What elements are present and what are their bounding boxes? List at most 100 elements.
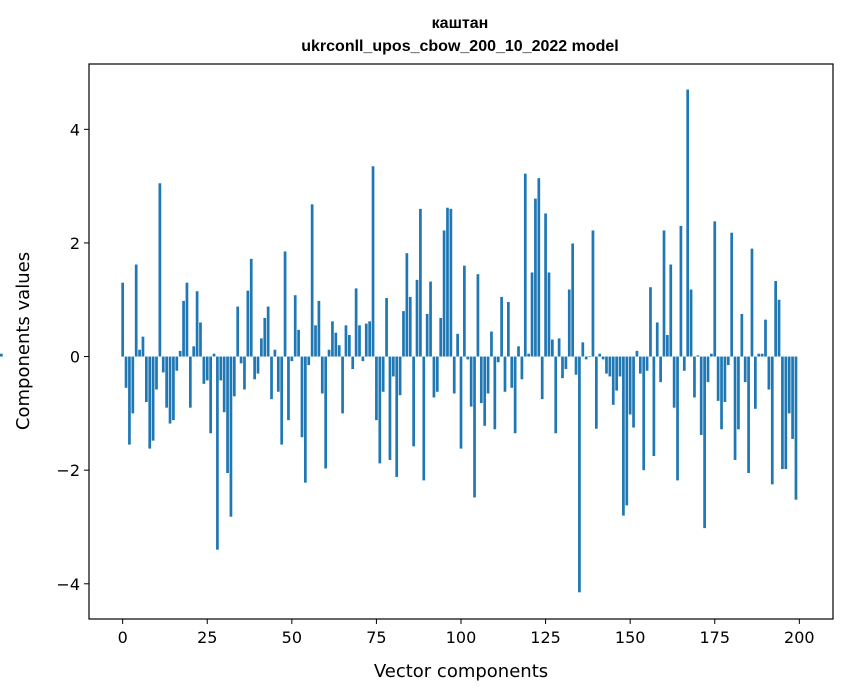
bar-169 bbox=[693, 356, 696, 398]
bar-182 bbox=[737, 356, 740, 430]
bar-21 bbox=[192, 346, 196, 357]
bar-12 bbox=[161, 356, 165, 373]
bar-155 bbox=[645, 356, 649, 371]
bar-15 bbox=[172, 356, 175, 421]
bar-79 bbox=[388, 356, 392, 460]
bar-9 bbox=[151, 356, 155, 441]
bar-65 bbox=[341, 356, 344, 414]
bar-160 bbox=[662, 230, 666, 357]
bar-168 bbox=[689, 289, 693, 357]
bar-101 bbox=[463, 265, 466, 357]
bar-33 bbox=[232, 356, 236, 397]
bar-85 bbox=[408, 296, 412, 357]
bar-96 bbox=[446, 207, 449, 357]
bar-71 bbox=[361, 356, 365, 362]
bar-113 bbox=[503, 356, 507, 392]
bar-148 bbox=[622, 356, 625, 516]
bar-122 bbox=[534, 198, 537, 357]
bar-187 bbox=[754, 356, 757, 409]
bar-135 bbox=[578, 356, 581, 593]
bar-145 bbox=[611, 356, 615, 405]
bar-142 bbox=[601, 356, 605, 360]
bar-116 bbox=[513, 356, 517, 434]
bar-57 bbox=[314, 325, 317, 357]
bar-32 bbox=[229, 356, 233, 517]
bar-46 bbox=[276, 356, 280, 392]
bar-30 bbox=[222, 356, 226, 413]
x-tick-label: 50 bbox=[282, 628, 302, 647]
y-tick-label: 4 bbox=[70, 120, 80, 139]
x-tick-label: 175 bbox=[699, 628, 730, 647]
bar-136 bbox=[581, 342, 585, 357]
bar-109 bbox=[490, 331, 493, 357]
bar-59 bbox=[320, 356, 324, 394]
bar-137 bbox=[584, 356, 588, 360]
bar-47 bbox=[280, 356, 284, 445]
bar-140 bbox=[594, 356, 598, 429]
bar-129 bbox=[557, 338, 561, 357]
bar-97 bbox=[449, 208, 453, 357]
bar-64 bbox=[337, 345, 341, 357]
bar-138 bbox=[588, 355, 591, 357]
chart-subtitle: ukrconll_upos_cbow_200_10_2022 model bbox=[301, 38, 618, 55]
bar-183 bbox=[740, 313, 744, 357]
bar-193 bbox=[774, 281, 778, 357]
bar-93 bbox=[435, 356, 439, 392]
bar-86 bbox=[412, 356, 415, 447]
bar-35 bbox=[239, 356, 243, 364]
bar-112 bbox=[500, 296, 503, 357]
bar-108 bbox=[486, 356, 490, 394]
bar-41 bbox=[260, 338, 263, 357]
x-tick-label: 150 bbox=[615, 628, 646, 647]
bar-194 bbox=[777, 299, 781, 357]
x-tick-label: 0 bbox=[118, 628, 128, 647]
bar-153 bbox=[638, 356, 642, 374]
bar-52 bbox=[297, 329, 300, 357]
bar-175 bbox=[713, 221, 717, 357]
bar-20 bbox=[188, 356, 192, 408]
bar-78 bbox=[385, 298, 388, 357]
x-tick-label: 25 bbox=[197, 628, 217, 647]
bar-133 bbox=[571, 243, 575, 357]
bar-146 bbox=[615, 356, 618, 391]
bar-6 bbox=[141, 336, 145, 357]
bar-89 bbox=[422, 356, 426, 481]
bar-58 bbox=[317, 300, 321, 357]
chart-title: каштан bbox=[432, 15, 489, 32]
x-tick-label: 100 bbox=[446, 628, 477, 647]
bar-76 bbox=[378, 356, 382, 464]
bar-161 bbox=[666, 334, 669, 357]
bar-170 bbox=[696, 355, 700, 357]
bar-63 bbox=[334, 332, 338, 357]
bar-77 bbox=[381, 356, 385, 392]
bar-51 bbox=[293, 295, 297, 357]
bar-103 bbox=[469, 356, 473, 407]
bar-45 bbox=[273, 349, 277, 357]
bar-110 bbox=[493, 356, 497, 430]
y-tick-label: −4 bbox=[56, 575, 80, 594]
bar-180 bbox=[730, 232, 734, 357]
bar-70 bbox=[358, 325, 361, 357]
bar-34 bbox=[236, 306, 240, 357]
bar-195 bbox=[781, 356, 784, 470]
bar-179 bbox=[726, 356, 730, 366]
bar-90 bbox=[425, 313, 429, 357]
bar-124 bbox=[540, 356, 544, 400]
y-axis-ticks: −4 −2 0 2 4 bbox=[56, 120, 89, 594]
bar-157 bbox=[652, 356, 656, 456]
bar-107 bbox=[483, 356, 487, 426]
bar-117 bbox=[517, 346, 520, 357]
bar-186 bbox=[750, 248, 754, 357]
bar-92 bbox=[432, 356, 436, 398]
x-tick-label: 125 bbox=[530, 628, 561, 647]
bar-13 bbox=[165, 356, 168, 408]
bar-62 bbox=[331, 321, 334, 357]
bar-68 bbox=[351, 356, 355, 370]
bar-73 bbox=[368, 321, 372, 357]
bar-190 bbox=[764, 319, 767, 357]
bar-16 bbox=[175, 356, 179, 371]
x-tick-label: 75 bbox=[366, 628, 386, 647]
y-tick-label: 0 bbox=[70, 348, 80, 367]
bar-1 bbox=[124, 356, 128, 388]
